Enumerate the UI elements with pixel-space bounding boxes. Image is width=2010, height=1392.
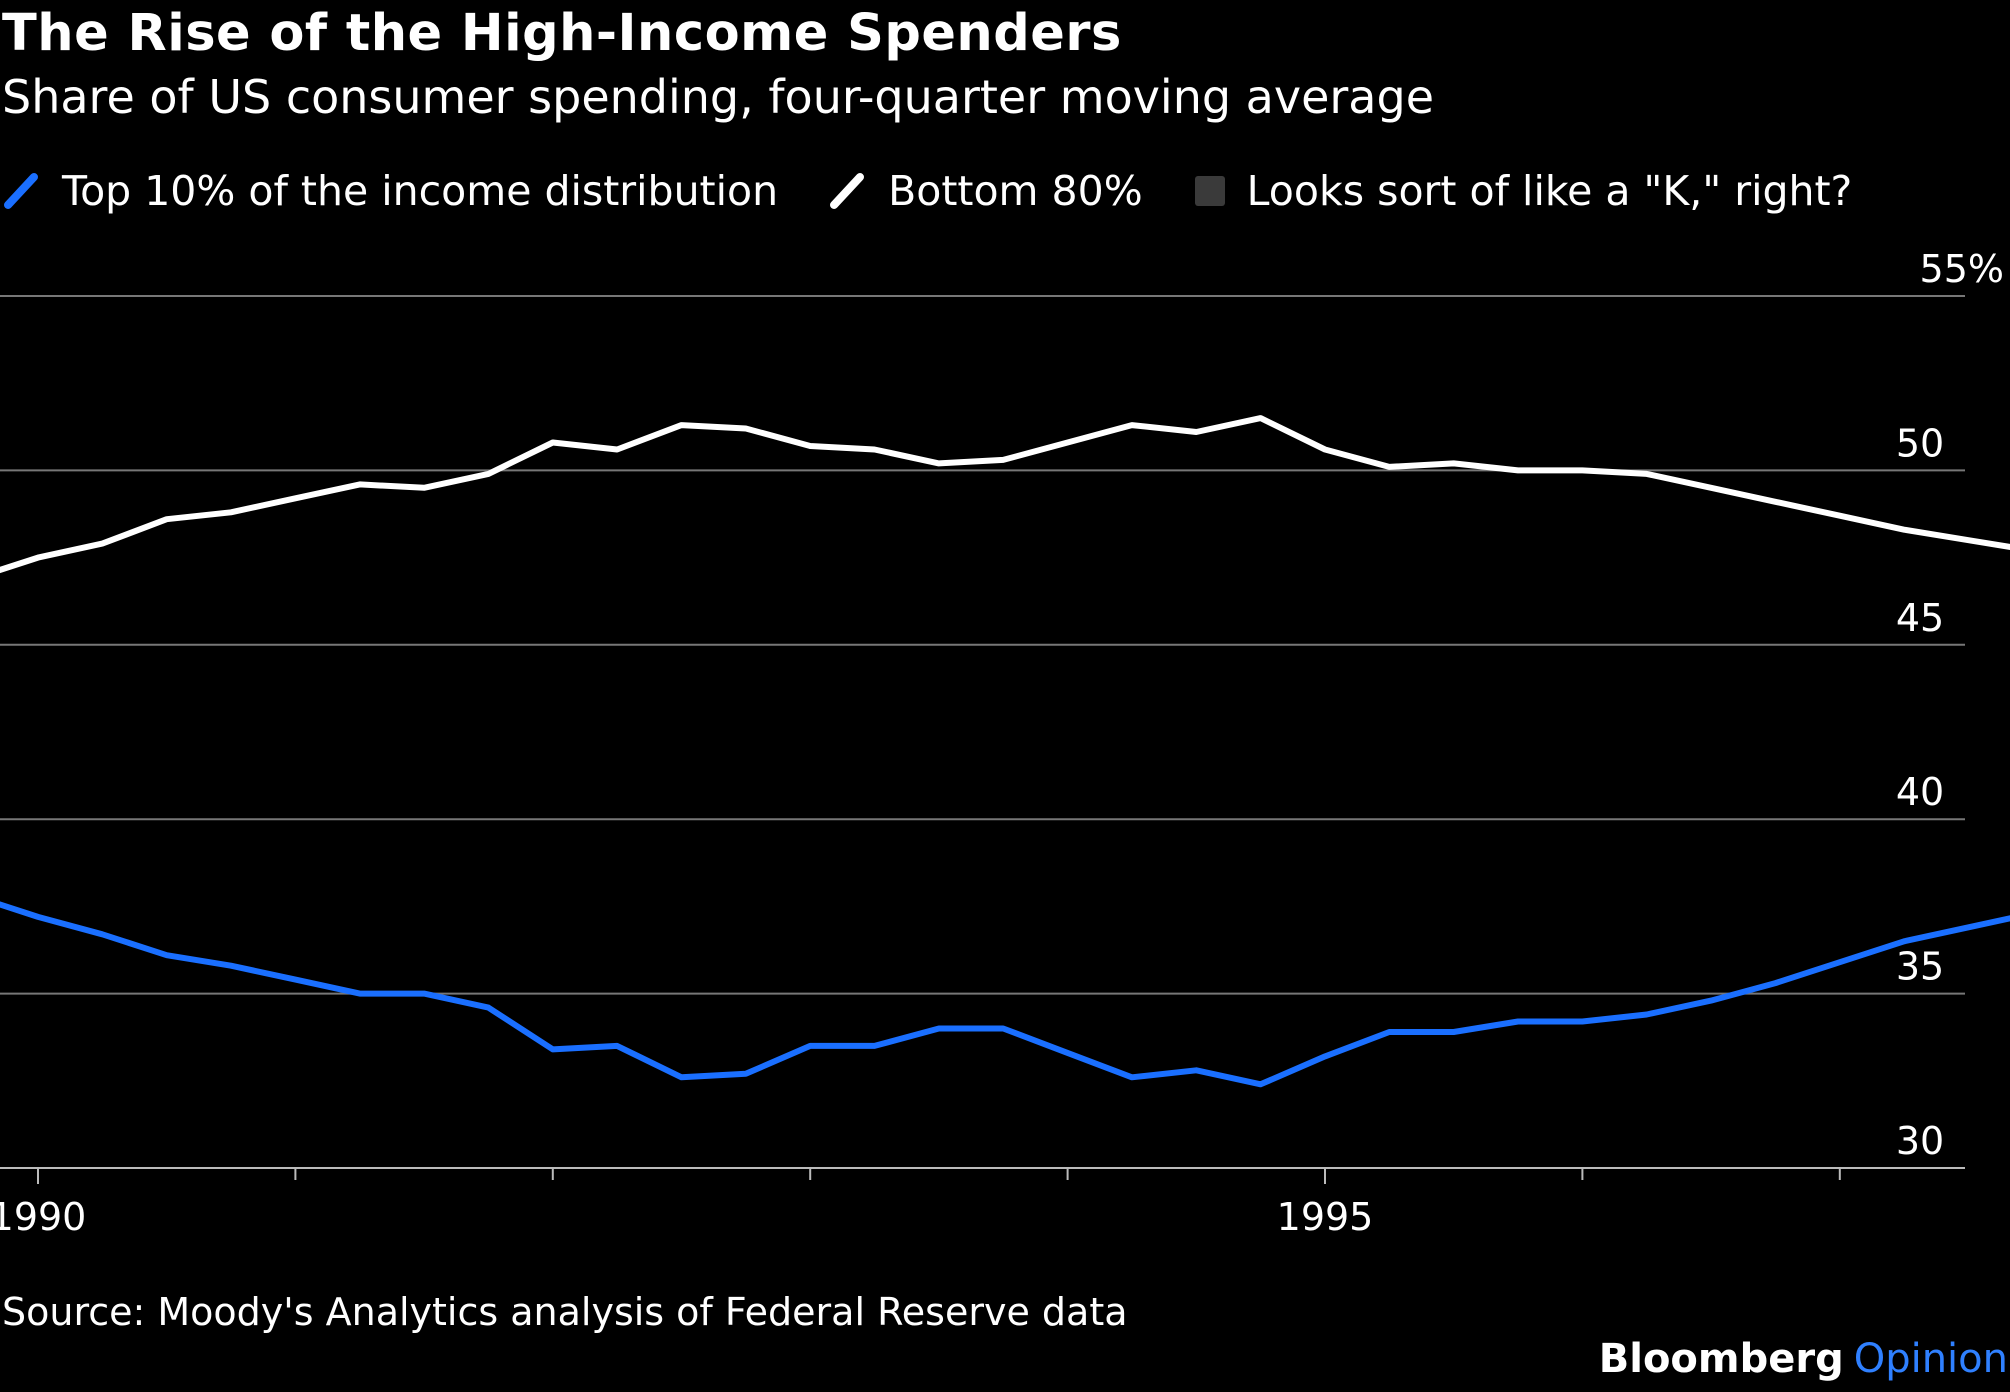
brand-suffix: Opinion bbox=[1853, 1336, 2008, 1382]
legend-item-top10: Top 10% of the income distribution bbox=[4, 167, 778, 215]
x-tick-label: 1995 bbox=[1277, 1195, 1374, 1239]
legend-swatch-top10 bbox=[4, 173, 38, 209]
y-tick-label: 45 bbox=[1896, 596, 1944, 640]
legend-swatch-bottom80 bbox=[830, 173, 865, 209]
brand-logo: Bloomberg Opinion bbox=[1599, 1336, 2008, 1382]
y-tick-label: 50 bbox=[1896, 421, 1944, 465]
legend-label-bottom80: Bottom 80% bbox=[888, 167, 1143, 215]
legend-label-shaded: Looks sort of like a "K," right? bbox=[1246, 167, 1853, 215]
legend-item-shaded: Looks sort of like a "K," right? bbox=[1194, 167, 1853, 215]
legend: Top 10% of the income distribution Botto… bbox=[4, 166, 1904, 216]
x-tick-label: 1990 bbox=[0, 1195, 86, 1239]
chart-title: The Rise of the High-Income Spenders bbox=[2, 4, 1122, 63]
y-tick-label: 30 bbox=[1896, 1119, 1944, 1163]
chart-subtitle: Share of US consumer spending, four-quar… bbox=[2, 70, 1434, 124]
y-tick-label: 55% bbox=[1920, 247, 2004, 291]
source-note: Source: Moody's Analytics analysis of Fe… bbox=[2, 1290, 1128, 1334]
legend-swatch-shaded bbox=[1194, 176, 1225, 206]
legend-item-bottom80: Bottom 80% bbox=[830, 167, 1143, 215]
legend-label-top10: Top 10% of the income distribution bbox=[62, 167, 779, 215]
y-tick-label: 40 bbox=[1896, 770, 1944, 814]
y-tick-label: 35 bbox=[1896, 945, 1944, 989]
series-line-top10 bbox=[0, 901, 2010, 1088]
series-line-bottom80 bbox=[0, 415, 2010, 574]
brand-name: Bloomberg bbox=[1598, 1336, 1844, 1382]
